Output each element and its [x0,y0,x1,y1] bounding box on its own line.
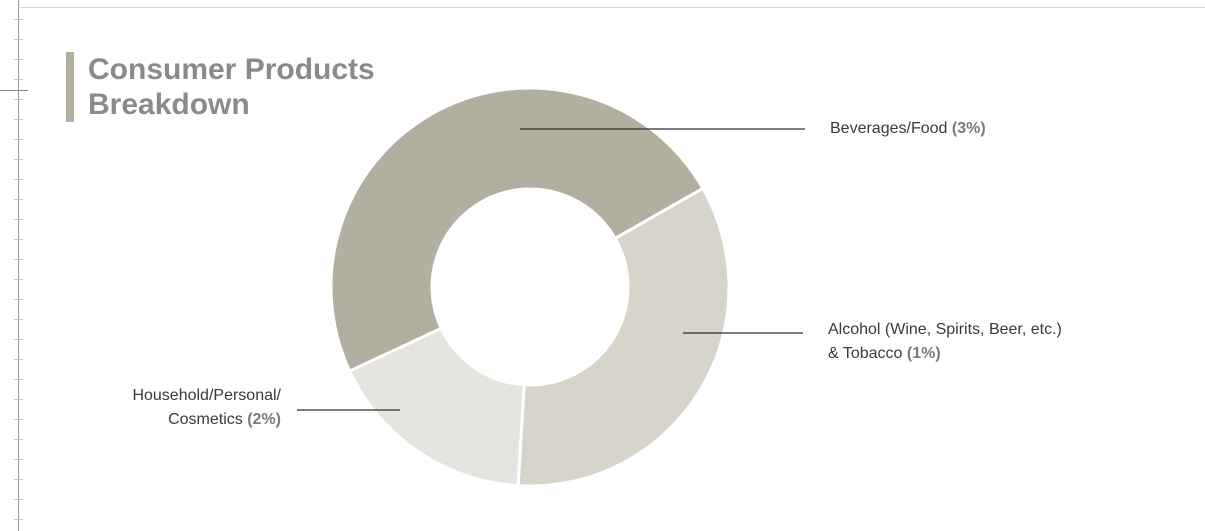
donut-slice [516,186,731,488]
chart-title-line-2: Breakdown [88,88,250,121]
frame-left-ticks [14,0,23,531]
slice-label-text: Cosmetics [168,411,243,428]
slice-label-line: Beverages/Food (3%) [830,117,986,141]
slice-label-text: Alcohol (Wine, Spirits, Beer, etc.) [828,321,1062,338]
slice-label-text: & Tobacco [828,345,903,362]
slice-label-beverages: Beverages/Food (3%) [830,117,986,141]
slice-label-household: Household/Personal/ Cosmetics (2%) [132,384,281,432]
donut-slice [347,326,526,488]
slice-label-text: Household/Personal/ [132,387,281,404]
frame-top-dots [18,7,1205,8]
frame-stub [0,90,28,91]
slice-label-alcohol: Alcohol (Wine, Spirits, Beer, etc.) & To… [828,318,1062,366]
slice-label-pct: (3%) [951,120,986,137]
donut-slice [329,86,705,374]
slice-label-line: & Tobacco (1%) [828,342,1062,366]
chart-title-line-1: Consumer Products [88,53,375,86]
title-accent-bar [66,52,74,122]
slice-label-line: Cosmetics (2%) [132,408,281,432]
slice-label-pct: (2%) [247,411,281,428]
slice-label-text: Beverages/Food [830,120,948,137]
chart-title: Consumer Products Breakdown [88,52,375,122]
slice-label-pct: (1%) [906,345,941,362]
